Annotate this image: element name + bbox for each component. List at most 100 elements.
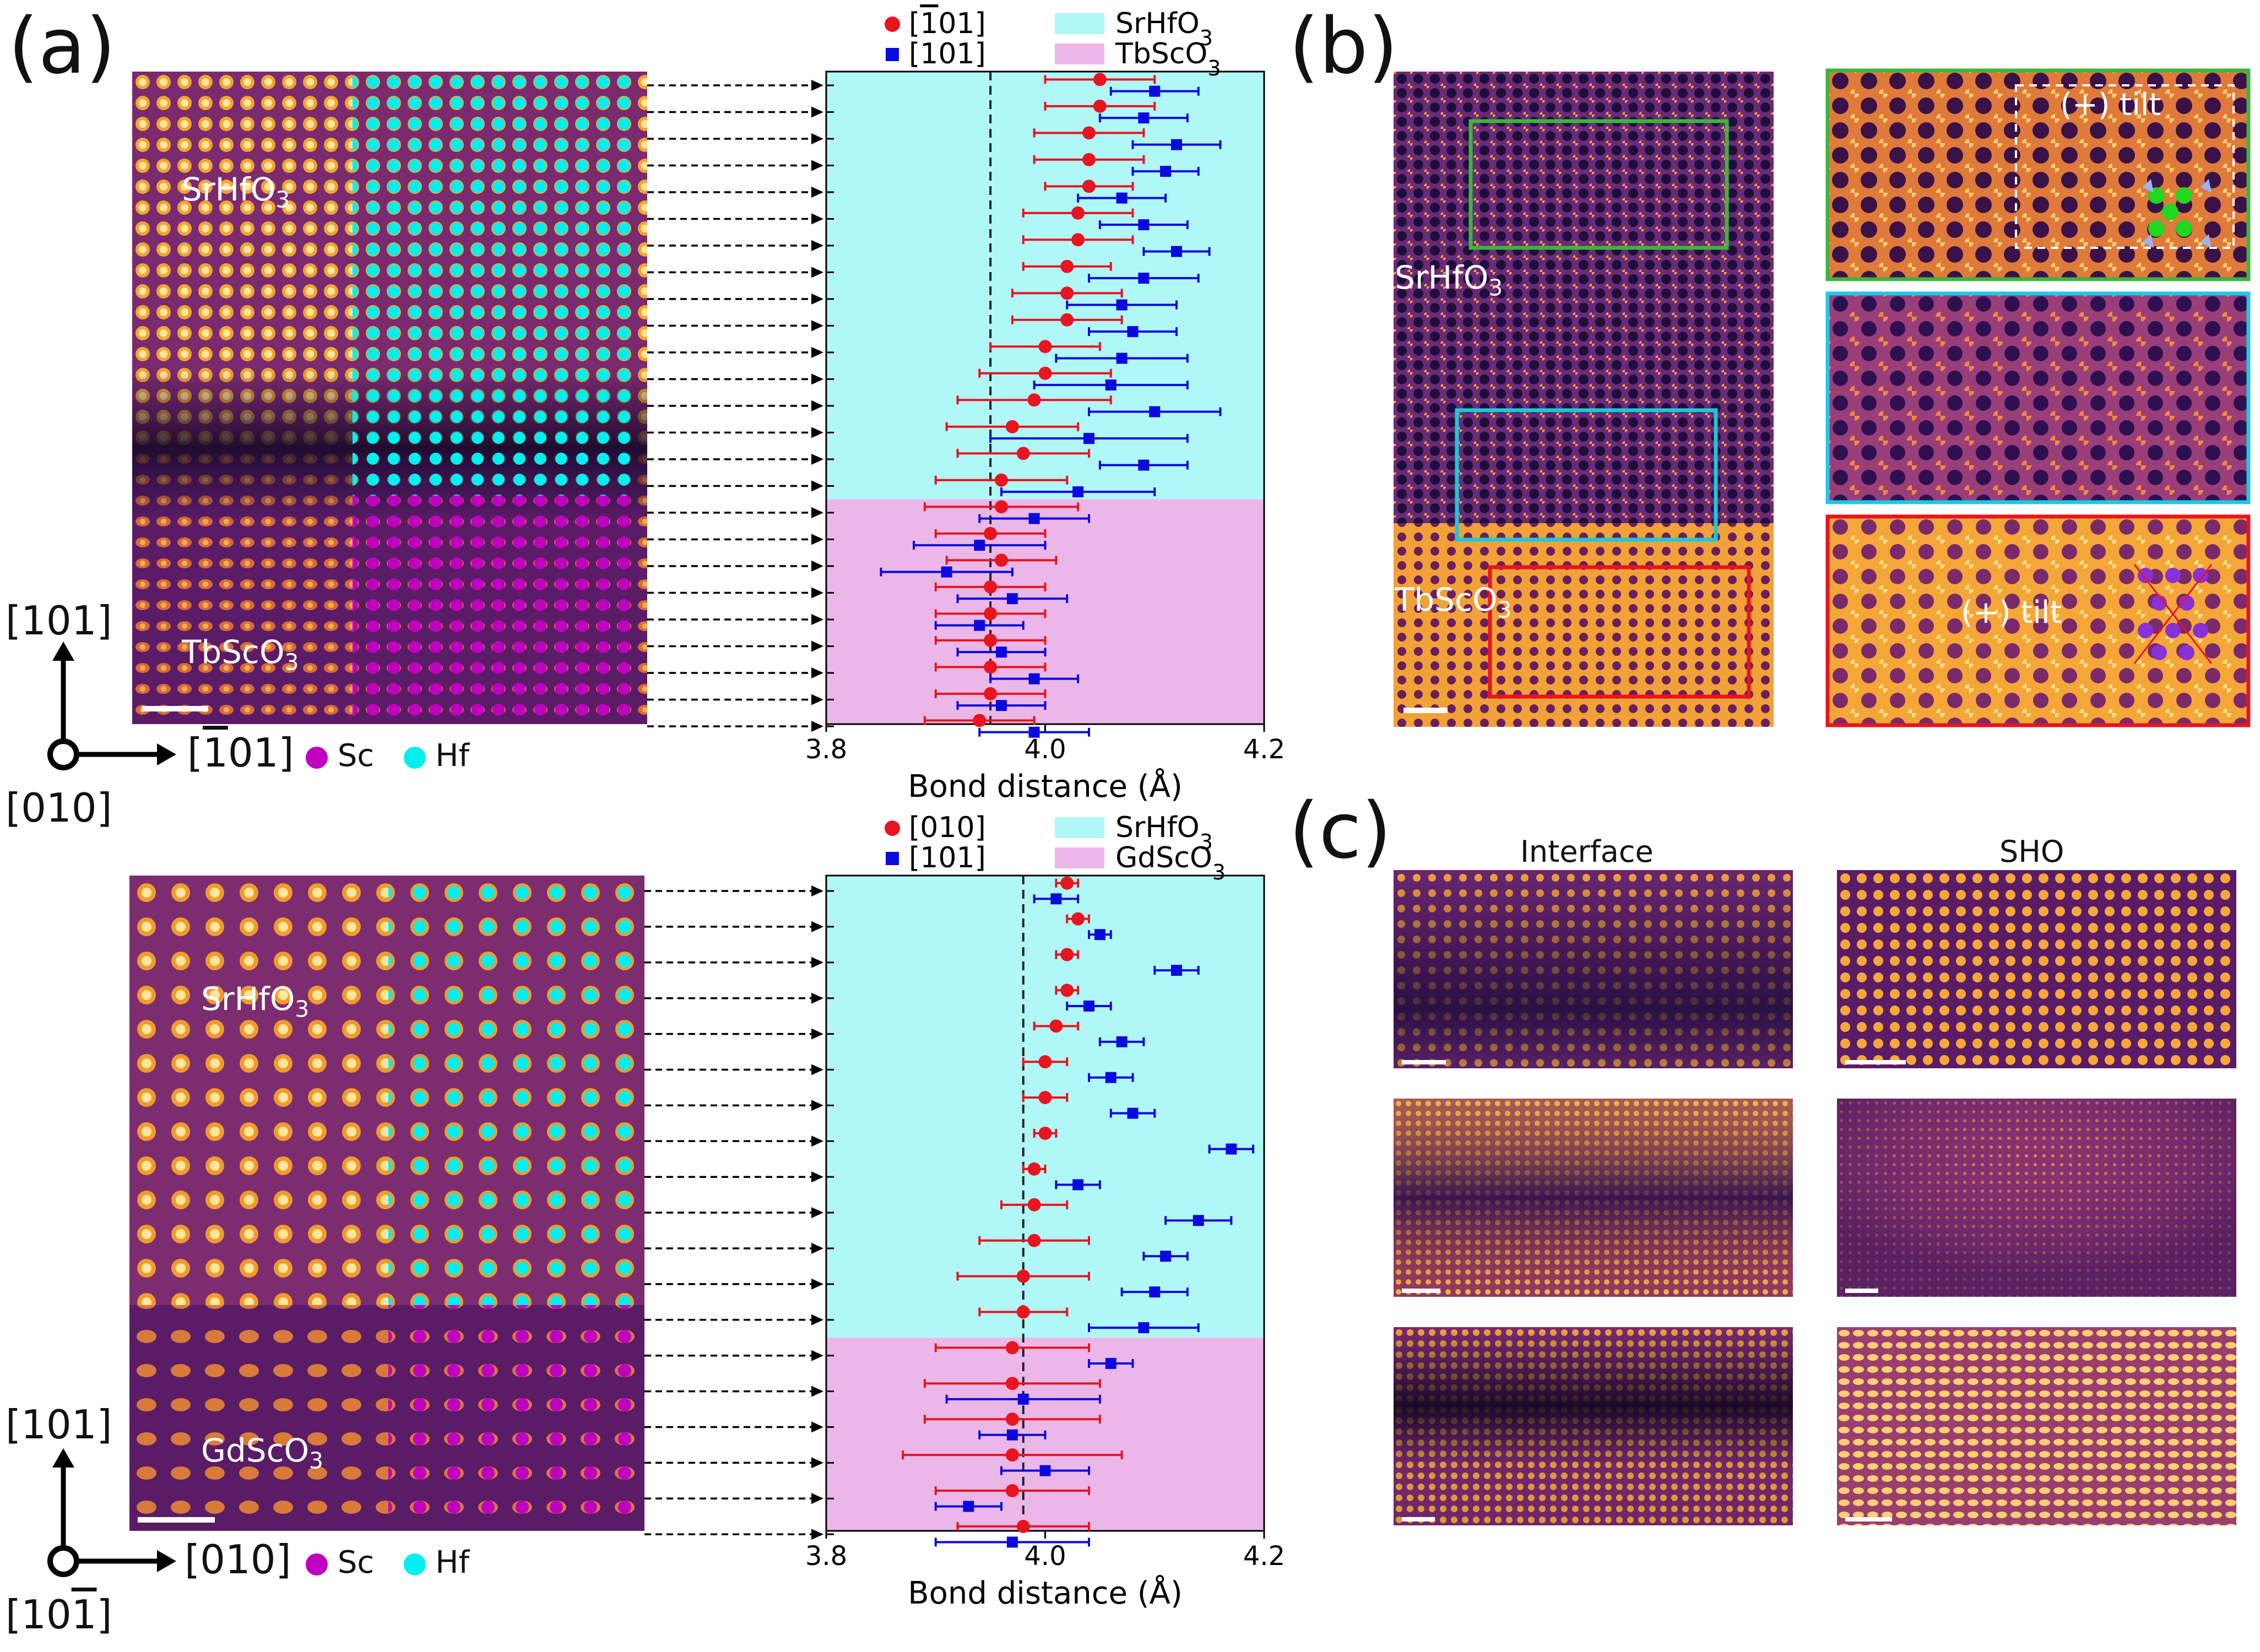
bond-distance-chart-top: 3.8 4.0 4.2 Bond distance (Å) [101][101] SrHf… (805, 7, 1285, 805)
data-point-circle (1016, 1519, 1030, 1533)
arrow-head-icon (811, 454, 823, 465)
legend-band-swatch (1055, 817, 1104, 838)
data-point-circle (984, 633, 998, 647)
image-c-interface-3 (1394, 1327, 1793, 1525)
data-point-square (974, 540, 985, 551)
data-point-circle (1071, 206, 1085, 220)
arrow-head-icon (811, 587, 823, 599)
inset-red (1825, 514, 2251, 727)
legend-marker-circle (885, 17, 900, 32)
data-point-circle (1005, 1448, 1019, 1462)
inset-green (1825, 68, 2251, 281)
data-point-square (1116, 1036, 1128, 1047)
data-point-square (1171, 246, 1182, 257)
arrow-head-icon (811, 1350, 823, 1361)
arrow-head-icon (811, 667, 823, 678)
atom-legend-top: Sc Hf (306, 738, 469, 774)
arrow-head-icon (811, 1457, 823, 1469)
panel-label-c: (c) (1289, 786, 1392, 876)
data-point-square (1193, 1215, 1204, 1226)
axes-indicator-top (47, 642, 176, 770)
data-point-circle (984, 660, 998, 674)
data-point-square (1171, 139, 1182, 150)
data-point-circle (1093, 99, 1107, 113)
substrate-label-b: TbScO3 (1395, 581, 1512, 623)
data-point-circle (1071, 912, 1085, 926)
data-point-square (1006, 1429, 1018, 1441)
data-point-square (1072, 1179, 1084, 1191)
data-point-square (1160, 166, 1172, 177)
x-axis-label: Bond distance (Å) (908, 768, 1183, 805)
legend-label: GdScO3 (1115, 841, 1226, 884)
legend-label: [101] (909, 841, 986, 874)
row-arrows-bottom (644, 885, 823, 1540)
axis-horizontal-bottom: [010] (185, 1536, 291, 1583)
arrow-head-icon (811, 106, 823, 118)
legend-label: SrHfO3 (1115, 7, 1213, 50)
data-point-circle (1027, 393, 1041, 407)
data-point-circle (984, 526, 998, 540)
data-point-square (1105, 379, 1117, 391)
data-point-circle (1038, 366, 1052, 380)
data-point-circle (1082, 153, 1096, 166)
data-point-circle (984, 580, 998, 594)
row-arrows-top (647, 80, 823, 732)
data-point-circle (1093, 73, 1107, 86)
axis-horizontal-top: [101] (187, 730, 294, 776)
arrow-head-icon (811, 294, 823, 305)
data-point-square (1160, 1251, 1172, 1262)
data-point-circle (1049, 1019, 1063, 1033)
data-point-square (1094, 929, 1105, 941)
data-point-square (1050, 893, 1062, 905)
data-point-circle (1038, 340, 1052, 354)
arrow-head-icon (811, 614, 823, 625)
data-point-square (1116, 299, 1128, 311)
data-point-circle (1005, 1484, 1019, 1498)
legend-marker-square (886, 48, 899, 61)
data-point-circle (1071, 233, 1085, 247)
data-point-circle (1038, 1055, 1052, 1069)
arrow-head-icon (811, 921, 823, 932)
data-point-circle (1060, 259, 1074, 273)
panel-label-a: (a) (8, 2, 116, 91)
legend-label: SrHfO3 (1115, 811, 1213, 854)
legend-marker-square (886, 852, 899, 865)
data-point-square (1006, 1536, 1018, 1548)
data-point-square (1028, 673, 1040, 684)
arrow-head-icon (811, 507, 823, 518)
arrow-head-icon (811, 187, 823, 198)
film-label-top: SrHfO3 (182, 171, 290, 213)
data-point-square (974, 620, 985, 631)
legend-band-swatch (1055, 13, 1104, 34)
atom-legend-bottom: Sc Hf (306, 1545, 469, 1580)
data-point-circle (995, 473, 1008, 487)
arrow-head-icon (811, 373, 823, 385)
sc-legend-label: Sc (337, 1545, 375, 1580)
data-point-square (1138, 219, 1150, 231)
data-point-square (1138, 112, 1150, 124)
band-srhfo3 (826, 876, 1264, 1338)
hf-swatch-icon (403, 1553, 426, 1575)
column-title-interface: Interface (1520, 834, 1654, 869)
arrow-head-icon (811, 267, 823, 278)
data-point-circle (995, 553, 1008, 567)
data-point-circle (1060, 286, 1074, 300)
legend-band-swatch (1055, 44, 1104, 64)
data-point-circle (1060, 876, 1074, 890)
data-point-circle (1060, 983, 1074, 997)
data-point-square (1105, 1072, 1117, 1083)
arrow-head-icon (811, 957, 823, 968)
column-title-sho: SHO (1999, 834, 2064, 869)
data-point-circle (1005, 1377, 1019, 1390)
arrow-head-icon (811, 480, 823, 492)
arrow-head-icon (811, 1278, 823, 1290)
data-point-square (1028, 726, 1040, 738)
substrate-label-bottom: GdScO3 (201, 1432, 323, 1474)
data-point-square (1083, 433, 1094, 444)
stem-image-top (132, 72, 647, 724)
data-point-circle (984, 687, 998, 700)
data-point-circle (1060, 948, 1074, 961)
data-point-circle (973, 714, 987, 727)
x-tick-label: 4.0 (1024, 1541, 1066, 1572)
arrow-head-icon (811, 240, 823, 251)
